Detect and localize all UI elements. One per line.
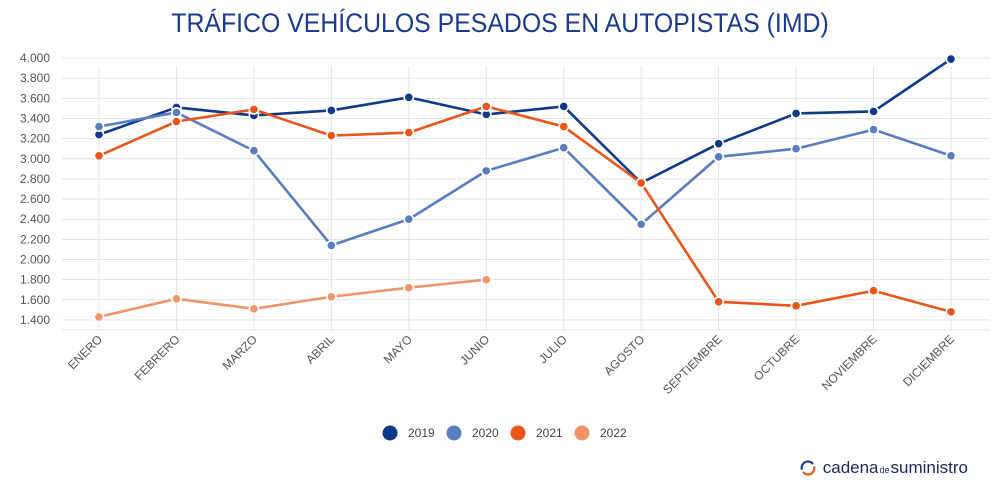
legend-label-2020: 2020 — [472, 426, 499, 440]
y-tick-label: 2.600 — [20, 192, 50, 206]
x-tick-label: DICIEMBRE — [900, 332, 957, 389]
data-point-2019 — [868, 106, 879, 117]
data-point-2021 — [403, 127, 415, 138]
x-tick-label: NOVIEMBRE — [819, 332, 880, 393]
data-point-2019 — [325, 105, 337, 116]
y-tick-label: 2.200 — [20, 232, 50, 246]
data-point-2020 — [403, 213, 415, 225]
x-tick-label: FEBRERO — [132, 332, 183, 383]
y-tick-label: 3.400 — [20, 112, 50, 126]
y-tick-label: 3.600 — [20, 91, 50, 105]
data-point-2019 — [403, 91, 415, 103]
data-point-2020 — [713, 151, 725, 163]
data-point-2020 — [945, 150, 957, 162]
cycle-arrows-icon — [800, 460, 816, 476]
data-point-2020 — [480, 165, 492, 177]
data-point-2021 — [790, 300, 802, 312]
data-point-2019 — [713, 138, 725, 150]
legend-marker-2022 — [574, 425, 590, 441]
brand-logo: cadena de suministro — [799, 458, 968, 478]
y-tick-label: 3.800 — [20, 71, 50, 85]
series-line-2022 — [97, 278, 488, 319]
data-point-2020 — [558, 142, 570, 154]
grid — [62, 57, 990, 331]
data-point-2019 — [945, 53, 957, 65]
data-point-2021 — [558, 121, 570, 132]
x-tick-label: ENERO — [65, 332, 105, 372]
legend-marker-2021 — [510, 425, 526, 441]
brand-text-suministro: suministro — [890, 458, 968, 477]
data-point-2021 — [713, 296, 725, 308]
legend-label-2022: 2022 — [600, 426, 627, 440]
series-line-2019 — [97, 57, 953, 185]
data-point-2019 — [558, 101, 570, 112]
data-point-2020 — [790, 143, 802, 155]
data-point-2022 — [480, 274, 492, 286]
legend-label-2021: 2021 — [536, 426, 563, 440]
legend-marker-2019 — [382, 425, 398, 441]
data-point-2021 — [325, 130, 337, 142]
x-tick-label: AGOSTO — [601, 332, 647, 378]
data-point-2020 — [635, 218, 647, 230]
x-tick-label: JUNIO — [457, 332, 492, 367]
series-line-2021 — [97, 105, 953, 314]
legend-marker-2020 — [446, 425, 462, 441]
x-tick-label: ABRIL — [303, 332, 338, 367]
y-tick-label: 1.400 — [20, 313, 50, 327]
y-tick-label: 1.800 — [20, 273, 50, 287]
data-point-2020 — [325, 239, 337, 251]
series-lines — [93, 53, 957, 323]
brand-text-de: de — [879, 465, 890, 475]
x-tick-label: MARZO — [219, 332, 260, 373]
data-point-2021 — [945, 306, 957, 318]
data-point-2022 — [171, 293, 182, 305]
data-point-2020 — [171, 107, 182, 118]
data-point-2021 — [868, 285, 879, 297]
x-tick-label: SEPTIEMBRE — [660, 332, 725, 397]
brand-text-cadena: cadena — [822, 458, 879, 477]
y-tick-label: 4.000 — [20, 51, 50, 65]
data-point-2022 — [248, 303, 260, 315]
data-point-2022 — [325, 291, 337, 303]
y-tick-label: 2.000 — [20, 253, 50, 267]
data-point-2020 — [93, 121, 105, 132]
x-tick-label: MAYO — [381, 332, 415, 366]
legend-label-2019: 2019 — [408, 426, 435, 440]
y-tick-label: 2.800 — [20, 172, 50, 186]
data-point-2020 — [248, 145, 260, 157]
data-point-2021 — [635, 177, 647, 189]
chart-title: TRÁFICO VEHÍCULOS PESADOS EN AUTOPISTAS … — [171, 8, 829, 38]
data-point-2022 — [403, 282, 415, 294]
data-point-2020 — [868, 124, 879, 135]
series-line-2020 — [97, 111, 953, 247]
data-point-2021 — [248, 104, 260, 115]
data-point-2021 — [480, 101, 492, 112]
legend: 2019 2020 2021 2022 — [382, 425, 627, 441]
data-point-2019 — [790, 108, 802, 119]
y-tick-label: 3.200 — [20, 132, 50, 146]
x-tick-label: JULIO — [536, 332, 570, 366]
data-point-2022 — [93, 311, 105, 323]
x-tick-label: OCTUBRE — [751, 332, 802, 383]
y-tick-label: 3.000 — [20, 152, 50, 166]
y-tick-label: 1.600 — [20, 293, 50, 307]
data-point-2021 — [93, 150, 105, 162]
y-tick-label: 2.400 — [20, 212, 50, 226]
data-point-2021 — [171, 116, 182, 127]
